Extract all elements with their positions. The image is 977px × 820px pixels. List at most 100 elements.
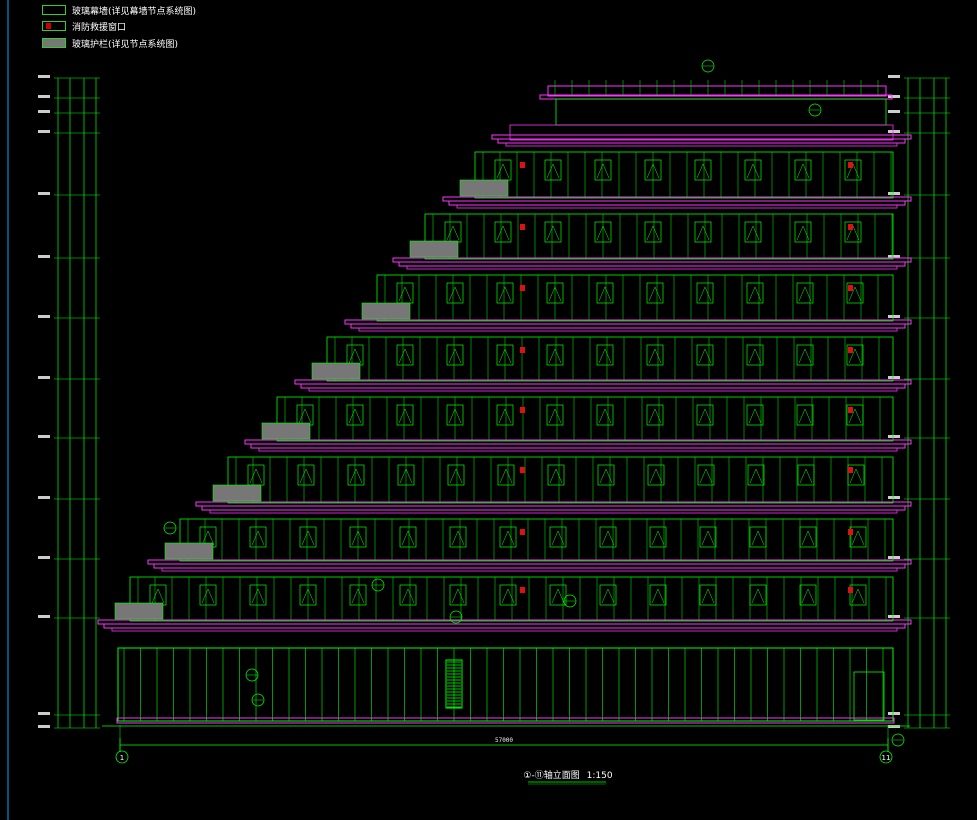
window — [199, 584, 217, 606]
ground-entrance — [445, 659, 463, 709]
floor-slab — [97, 619, 912, 625]
window-swing-mark — [648, 348, 662, 364]
window — [744, 159, 762, 181]
window-swing-mark — [599, 468, 613, 484]
window-swing-mark — [398, 348, 412, 364]
fire-rescue-window — [848, 529, 853, 535]
window — [697, 464, 715, 486]
window — [349, 584, 367, 606]
glass-railing-block — [409, 240, 459, 258]
window — [596, 404, 614, 426]
fire-rescue-window — [848, 467, 853, 473]
window — [249, 526, 267, 548]
window-swing-mark — [848, 348, 862, 364]
window — [799, 526, 817, 548]
window — [749, 526, 767, 548]
window — [644, 159, 662, 181]
window-swing-mark — [701, 530, 715, 546]
window — [399, 584, 417, 606]
floor-slab-edge — [258, 447, 898, 452]
glass-railing-swatch — [42, 38, 66, 48]
glass-railing-block — [114, 602, 164, 620]
floor-slab-edge — [448, 200, 906, 206]
window — [646, 282, 664, 304]
glass-railing-block — [459, 179, 509, 197]
level-value-mark — [38, 496, 50, 499]
glass-curtain-wall-swatch — [42, 5, 66, 15]
window-swing-mark — [698, 348, 712, 364]
window-swing-mark — [798, 286, 812, 302]
level-value-mark — [888, 192, 900, 195]
window-swing-mark — [249, 468, 263, 484]
glass-railing-block — [361, 302, 411, 320]
level-value-mark — [888, 110, 900, 113]
floor-slab-edge — [250, 443, 906, 449]
window — [297, 464, 315, 486]
window-swing-mark — [448, 348, 462, 364]
axis-bubble-end: 11 — [879, 750, 893, 764]
window-swing-mark — [646, 225, 660, 241]
window — [844, 159, 862, 181]
window-swing-mark — [448, 286, 462, 302]
window-swing-mark — [449, 468, 463, 484]
window-swing-mark — [301, 530, 315, 546]
window — [546, 344, 564, 366]
window — [494, 221, 512, 243]
window-swing-mark — [548, 286, 562, 302]
window — [696, 282, 714, 304]
level-value-mark — [888, 496, 900, 499]
level-value-mark — [888, 712, 900, 715]
window-swing-mark — [848, 408, 862, 424]
floor-slab-edge — [358, 327, 898, 332]
window-swing-mark — [549, 468, 563, 484]
fire-rescue-window — [520, 587, 525, 593]
window-swing-mark — [698, 408, 712, 424]
window-swing-mark — [798, 408, 812, 424]
window — [449, 584, 467, 606]
level-value-mark — [888, 130, 900, 133]
ground-side-door — [853, 671, 885, 721]
axis-bubble-start: 1 — [115, 750, 129, 764]
drawing-scale: 1:150 — [587, 771, 613, 781]
fire-rescue-window — [848, 587, 853, 593]
level-value-mark — [888, 556, 900, 559]
glass-railing-block — [311, 362, 361, 380]
window-swing-mark — [649, 468, 663, 484]
window-swing-mark — [701, 588, 715, 604]
window-swing-mark — [598, 408, 612, 424]
window-swing-mark — [348, 348, 362, 364]
window — [796, 404, 814, 426]
level-value-mark — [38, 725, 50, 728]
floor-slab-edge — [406, 265, 898, 270]
window-swing-mark — [548, 408, 562, 424]
window-swing-mark — [796, 163, 810, 179]
window-swing-mark — [596, 163, 610, 179]
window — [849, 584, 867, 606]
roof-parapet — [555, 98, 887, 126]
floor-facade — [276, 396, 894, 442]
window-swing-mark — [551, 530, 565, 546]
floor-slab — [491, 134, 912, 140]
roof-crown — [547, 85, 887, 97]
window-swing-mark — [498, 286, 512, 302]
window-swing-mark — [696, 225, 710, 241]
fire-rescue-window — [520, 347, 525, 353]
level-value-mark — [888, 315, 900, 318]
fire-rescue-window — [520, 162, 525, 168]
floor-facade — [326, 336, 894, 382]
window — [649, 526, 667, 548]
floor-facade — [474, 151, 894, 199]
ground-floor-facade — [117, 647, 894, 722]
floor-facade — [227, 456, 894, 504]
window-swing-mark — [501, 588, 515, 604]
drawing-title: ①-⑪轴立面图 — [523, 769, 579, 781]
window — [849, 526, 867, 548]
window — [549, 584, 567, 606]
floor-facade — [424, 213, 894, 260]
svg-text:①-⑪轴立面图 1:150: ①-⑪轴立面图 1:150 — [523, 769, 612, 781]
level-value-mark — [888, 435, 900, 438]
window-swing-mark — [299, 468, 313, 484]
right-level-dimension-column — [888, 75, 950, 729]
glass-railing-block — [212, 484, 262, 502]
